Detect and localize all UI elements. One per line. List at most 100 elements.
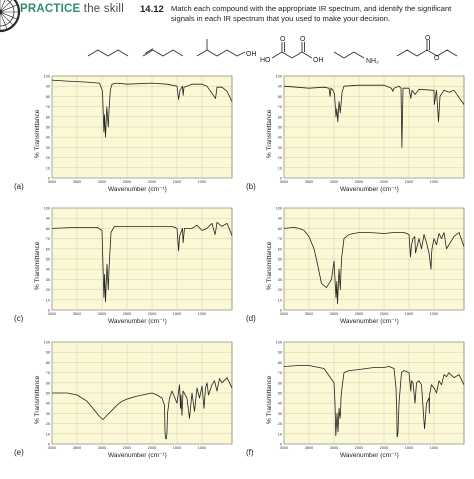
x-tick-label: 1000: [198, 180, 206, 184]
y-tick-label: 20: [278, 422, 282, 426]
y-tick-label: 90: [46, 85, 50, 89]
x-tick-label: 3500: [73, 180, 81, 184]
x-tick-label: 1500: [173, 312, 181, 316]
y-tick-label: 80: [46, 227, 50, 231]
y-tick-label: 60: [46, 381, 50, 385]
y-tick-label: 70: [278, 371, 282, 375]
x-tick-label: 2500: [123, 446, 131, 450]
x-tick-label: 3500: [305, 180, 313, 184]
y-tick-label: 50: [278, 392, 282, 396]
spectrum-trace: [283, 365, 465, 438]
y-tick-label: 90: [278, 85, 282, 89]
y-tick-label: 40: [278, 402, 282, 406]
panel-letter: (d): [246, 314, 256, 323]
y-tick-label: 30: [278, 278, 282, 282]
x-tick-label: 2000: [148, 446, 156, 450]
malonic-o-label-2: O: [300, 36, 306, 43]
practice-word: PRACTICE: [20, 3, 81, 15]
pentene-structure: [142, 48, 184, 57]
x-tick-label: 2000: [148, 180, 156, 184]
y-tick-label: 80: [46, 95, 50, 99]
x-tick-label: 1500: [405, 446, 413, 450]
y-tick-label: 10: [278, 298, 282, 302]
problem-header: PRACTICE the skill 14.12 Match each comp…: [0, 0, 474, 42]
y-tick-label: 100: [276, 341, 282, 345]
y-tick-label: 0: [280, 443, 282, 447]
x-tick-label: 3000: [330, 312, 338, 316]
compound-structures: OH HO OH O O NH₂ O O: [87, 35, 458, 65]
x-tick-label: 1000: [430, 446, 438, 450]
y-tick-label: 60: [278, 247, 282, 251]
x-tick-label: 3000: [98, 312, 106, 316]
y-tick-label: 60: [278, 115, 282, 119]
x-tick-label: 4000: [280, 312, 288, 316]
x-tick-label: 1000: [430, 312, 438, 316]
panel-letter: (c): [14, 314, 24, 323]
y-tick-label: 30: [278, 412, 282, 416]
y-tick-label: 100: [44, 75, 50, 79]
y-tick-label: 40: [46, 268, 50, 272]
x-axis-label: Wavenumber (cm⁻¹): [340, 186, 399, 193]
x-tick-label: 1500: [405, 312, 413, 316]
x-axis-label: Wavenumber (cm⁻¹): [108, 186, 167, 193]
y-tick-label: 70: [278, 105, 282, 109]
x-axis-label: Wavenumber (cm⁻¹): [340, 452, 399, 459]
x-tick-label: 2500: [123, 180, 131, 184]
malonic-oh-label: OH: [313, 57, 324, 64]
y-tick-label: 50: [278, 126, 282, 130]
y-tick-label: 80: [278, 95, 282, 99]
y-tick-label: 50: [278, 258, 282, 262]
y-tick-label: 70: [46, 371, 50, 375]
y-tick-label: 50: [46, 392, 50, 396]
x-tick-label: 2000: [380, 446, 388, 450]
malonic-ho-label: HO: [260, 57, 271, 64]
x-tick-label: 2500: [355, 312, 363, 316]
problem-instructions: Match each compound with the appropriate…: [171, 4, 452, 23]
practice-skill-title: PRACTICE the skill: [20, 3, 124, 15]
y-tick-label: 0: [48, 177, 50, 181]
y-axis-label: % Transmittance: [266, 375, 273, 424]
y-tick-label: 40: [278, 136, 282, 140]
y-tick-label: 10: [278, 432, 282, 436]
x-tick-label: 4000: [48, 180, 56, 184]
y-axis-label: % Transmittance: [34, 109, 41, 158]
panel-letter: (f): [246, 448, 254, 457]
spectrum-trace: [52, 377, 233, 440]
x-tick-label: 3000: [98, 446, 106, 450]
problem-number: 14.12: [140, 4, 164, 15]
x-tick-label: 3000: [330, 180, 338, 184]
y-tick-label: 90: [46, 351, 50, 355]
ir-spectrum-panel: 100 90 80 70 60 50 40 30 20 10 0 4000 3500 3000 2500 20…: [12, 72, 242, 206]
y-tick-label: 30: [46, 278, 50, 282]
x-tick-label: 4000: [48, 312, 56, 316]
x-tick-label: 3500: [73, 312, 81, 316]
y-tick-label: 20: [278, 156, 282, 160]
y-tick-label: 10: [46, 298, 50, 302]
y-tick-label: 80: [278, 227, 282, 231]
x-tick-label: 3500: [305, 312, 313, 316]
y-tick-label: 70: [46, 237, 50, 241]
spectrum-trace: [283, 226, 465, 305]
x-tick-label: 2500: [123, 312, 131, 316]
y-tick-label: 100: [44, 207, 50, 211]
ir-spectrum-panel: 100 90 80 70 60 50 40 30 20 10 0 4000 3500 3000 2500 20…: [12, 338, 242, 472]
x-tick-label: 1500: [405, 180, 413, 184]
y-tick-label: 60: [278, 381, 282, 385]
y-tick-label: 60: [46, 247, 50, 251]
x-tick-label: 3500: [305, 446, 313, 450]
x-axis-label: Wavenumber (cm⁻¹): [108, 318, 167, 325]
panel-letter: (b): [246, 182, 256, 191]
x-tick-label: 1000: [198, 446, 206, 450]
y-tick-label: 0: [280, 177, 282, 181]
panel-letter: (a): [14, 182, 24, 191]
propylamine-structure: [333, 51, 365, 59]
x-tick-label: 1500: [173, 180, 181, 184]
y-tick-label: 20: [278, 288, 282, 292]
malonic-acid-structure: [271, 42, 313, 59]
